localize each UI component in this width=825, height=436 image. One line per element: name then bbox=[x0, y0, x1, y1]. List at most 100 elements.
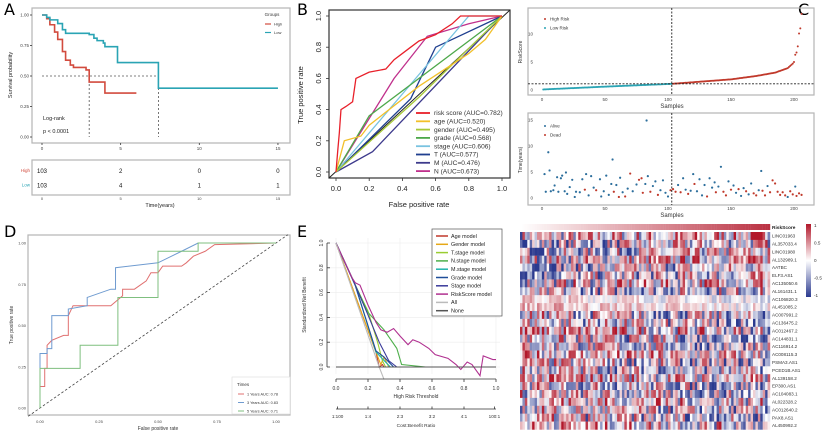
heatmap-cell bbox=[665, 247, 669, 256]
heatmap-cell bbox=[561, 413, 564, 422]
heatmap-cell bbox=[704, 279, 708, 288]
heatmap-cell bbox=[570, 247, 574, 256]
heatmap-cell bbox=[765, 413, 768, 422]
heatmap-cell bbox=[592, 366, 596, 375]
heatmap-cell bbox=[716, 247, 720, 256]
heatmap-cell bbox=[765, 239, 768, 248]
heatmap-cell bbox=[723, 374, 727, 383]
heatmap-cell bbox=[762, 405, 766, 414]
heatmap-cell bbox=[726, 397, 729, 406]
heatmap-cell bbox=[670, 263, 674, 272]
heatmap-cell bbox=[716, 405, 720, 414]
alive-point bbox=[676, 183, 680, 187]
heatmap-cell bbox=[634, 421, 637, 430]
heatmap-cell bbox=[544, 421, 547, 430]
heatmap-cell bbox=[753, 287, 756, 296]
heatmap-cell bbox=[570, 382, 574, 391]
heatmap-cell bbox=[745, 279, 749, 288]
heatmap-cell bbox=[536, 358, 540, 367]
heatmap-cell bbox=[617, 342, 620, 351]
heatmap-cell bbox=[651, 390, 654, 399]
heatmap-cell bbox=[660, 271, 664, 280]
heatmap-cell bbox=[687, 239, 691, 248]
heatmap-cell bbox=[541, 271, 545, 280]
heatmap-cell bbox=[694, 374, 698, 383]
heatmap-cell bbox=[723, 271, 727, 280]
riskscore-annotation-cell bbox=[634, 224, 637, 230]
heatmap-cell bbox=[636, 255, 640, 264]
heatmap-cell bbox=[685, 334, 688, 343]
alive-point bbox=[689, 189, 692, 192]
heatmap-cell bbox=[553, 295, 557, 304]
heatmap-cell bbox=[736, 271, 739, 280]
heatmap-cell bbox=[736, 326, 739, 335]
heatmap-cell bbox=[748, 397, 751, 406]
heatmap-cell bbox=[600, 326, 603, 335]
heatmap-cell bbox=[636, 263, 640, 272]
heatmap-cell bbox=[670, 326, 674, 335]
y-tick-label: 0.2 bbox=[314, 136, 323, 146]
heatmap-cell bbox=[716, 390, 720, 399]
heatmap-cell bbox=[653, 405, 657, 414]
heatmap-cell bbox=[561, 350, 564, 359]
heatmap-cell bbox=[612, 295, 615, 304]
heatmap-cell bbox=[660, 295, 664, 304]
heatmap-cell bbox=[551, 342, 555, 351]
heatmap-cell bbox=[544, 358, 547, 367]
heatmap-cell bbox=[629, 295, 632, 304]
heatmap-cell bbox=[544, 350, 547, 359]
heatmap-cell bbox=[699, 287, 703, 296]
x-axis-title: High Risk Threshold bbox=[394, 394, 439, 400]
heatmap-row-label: AL022328.2 bbox=[772, 399, 797, 404]
heatmap-cell bbox=[629, 374, 632, 383]
heatmap-cell bbox=[716, 421, 720, 430]
heatmap-cell bbox=[748, 358, 751, 367]
dead-point bbox=[637, 178, 641, 181]
heatmap-cell bbox=[575, 405, 579, 414]
heatmap-cell bbox=[580, 311, 584, 320]
heatmap-cell bbox=[668, 334, 671, 343]
heatmap-cell bbox=[527, 318, 530, 327]
heatmap-cell bbox=[685, 311, 688, 320]
heatmap-cell bbox=[760, 311, 763, 320]
heatmap-cell bbox=[536, 342, 540, 351]
heatmap-cell bbox=[532, 366, 535, 375]
heatmap-cell bbox=[726, 342, 729, 351]
heatmap-cell bbox=[726, 374, 729, 383]
heatmap-cell bbox=[604, 232, 608, 241]
heatmap-cell bbox=[592, 271, 596, 280]
heatmap-cell bbox=[709, 397, 712, 406]
heatmap-cell bbox=[750, 287, 754, 296]
heatmap-cell bbox=[558, 232, 562, 241]
heatmap-cell bbox=[624, 303, 627, 312]
heatmap-cell bbox=[675, 239, 678, 248]
heatmap-cell bbox=[619, 263, 623, 272]
heatmap-cell bbox=[614, 342, 618, 351]
y-tick-label: 0 bbox=[530, 88, 533, 93]
heatmap-cell bbox=[663, 318, 666, 327]
heatmap-cell bbox=[767, 311, 771, 320]
heatmap-cell bbox=[687, 334, 691, 343]
heatmap-cell bbox=[595, 326, 598, 335]
heatmap-cell bbox=[670, 397, 674, 406]
heatmap-cell bbox=[520, 295, 523, 304]
heatmap-cell bbox=[580, 390, 584, 399]
heatmap-cell bbox=[629, 303, 632, 312]
heatmap-cell bbox=[680, 350, 683, 359]
heatmap-cell bbox=[648, 318, 652, 327]
heatmap-cell bbox=[578, 232, 581, 241]
x-axis-title: Time(years) bbox=[145, 203, 174, 209]
heatmap-cell bbox=[663, 239, 666, 248]
high-risk-point bbox=[791, 62, 794, 65]
heatmap-cell bbox=[699, 295, 703, 304]
riskscore-annotation-cell bbox=[563, 224, 567, 230]
dead-point bbox=[763, 194, 767, 197]
dead-point bbox=[755, 194, 758, 197]
heatmap-cell bbox=[563, 342, 567, 351]
heatmap-cell bbox=[685, 374, 688, 383]
heatmap-cell bbox=[536, 374, 540, 383]
heatmap-cell bbox=[604, 271, 608, 280]
heatmap-cell bbox=[648, 311, 652, 320]
heatmap-cell bbox=[755, 239, 759, 248]
heatmap-cell bbox=[672, 311, 676, 320]
